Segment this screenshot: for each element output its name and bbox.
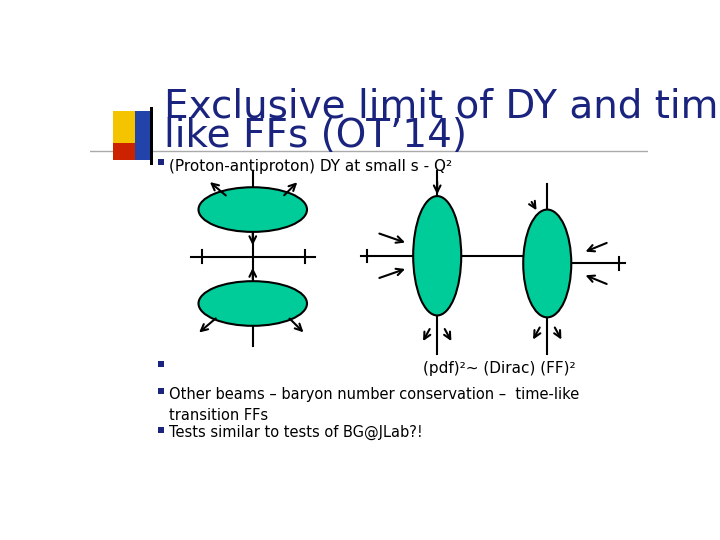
Text: Exclusive limit of DY and time-: Exclusive limit of DY and time- xyxy=(163,88,720,126)
Bar xyxy=(158,427,164,433)
Bar xyxy=(113,128,145,160)
Bar xyxy=(158,159,164,165)
Text: (Proton-antiproton) DY at small s - Q²: (Proton-antiproton) DY at small s - Q² xyxy=(169,159,452,174)
Ellipse shape xyxy=(523,210,571,318)
Bar xyxy=(113,111,145,143)
Text: (pdf)²~ (Dirac) (FF)²: (pdf)²~ (Dirac) (FF)² xyxy=(423,361,576,376)
Ellipse shape xyxy=(199,187,307,232)
Bar xyxy=(158,388,164,394)
Ellipse shape xyxy=(413,196,462,315)
Text: Other beams – baryon number conservation –  time-like
transition FFs: Other beams – baryon number conservation… xyxy=(169,387,580,423)
Text: Tests similar to tests of BG@JLab?!: Tests similar to tests of BG@JLab?! xyxy=(169,425,423,440)
Ellipse shape xyxy=(199,281,307,326)
Text: like FFs (OT’14): like FFs (OT’14) xyxy=(163,117,467,155)
Bar xyxy=(150,107,153,165)
Bar xyxy=(158,361,164,367)
Bar xyxy=(135,111,150,160)
